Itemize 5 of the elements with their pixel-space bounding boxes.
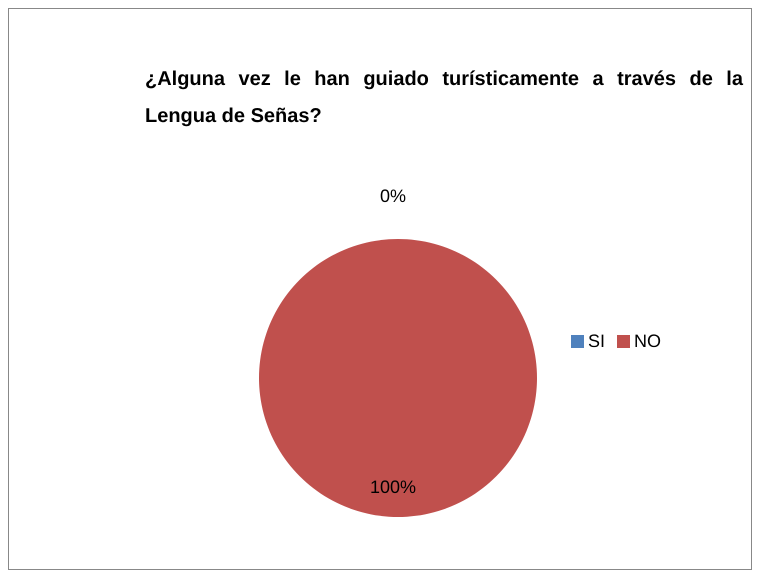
text: 0% — [380, 186, 406, 206]
data-label: 100% — [370, 476, 416, 497]
legend-label: SI — [588, 331, 606, 352]
chart-title: ¿Alguna vez le han guiado turísticamente a través de la Lengua de Señas? — [145, 67, 743, 129]
legend-label: NO — [634, 331, 662, 352]
